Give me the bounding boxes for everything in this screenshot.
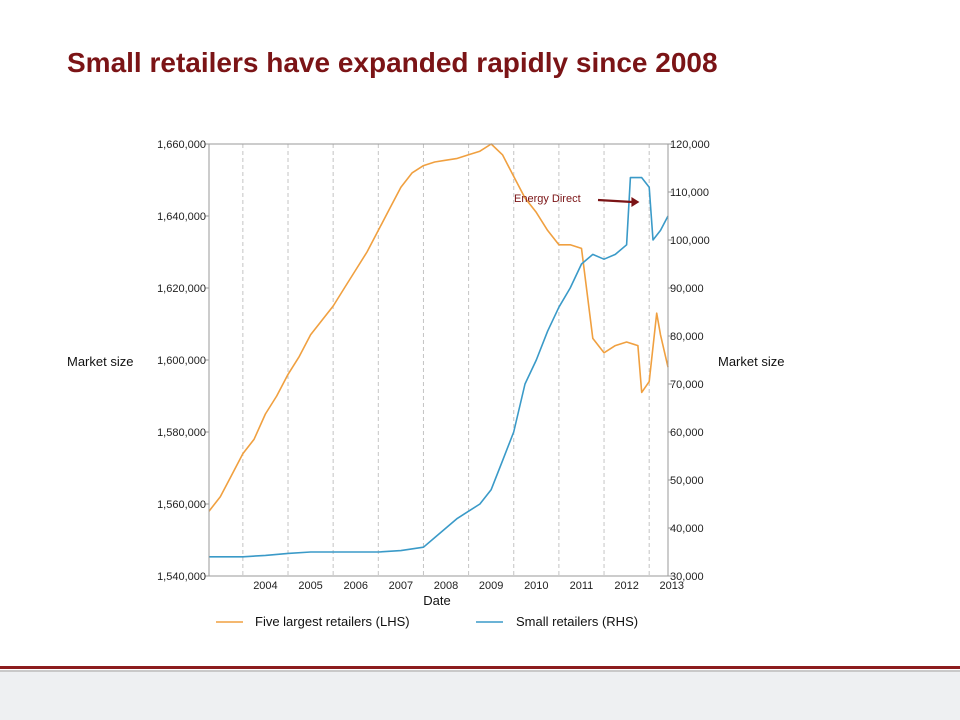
plot-frame — [208, 143, 669, 577]
annotation-arrow-shaft — [597, 198, 633, 204]
right-tick-label: 70,000 — [670, 379, 704, 391]
left-axis-label: Market size — [67, 354, 133, 369]
x-tick-label: 2006 — [343, 580, 367, 592]
annotation-label: Energy Direct — [514, 193, 581, 205]
x-tick-label: 2007 — [389, 580, 413, 592]
right-y-axis: 30,000 40,000 50,000 60,000 70,000 80,000 90,0… — [668, 139, 710, 583]
five-largest-series-line — [208, 143, 669, 512]
left-tick-label: 1,640,000 — [157, 211, 206, 223]
right-tick-label: 30,000 — [670, 571, 704, 583]
left-tick-label: 1,600,000 — [157, 355, 206, 367]
x-tick-label: 2004 — [253, 580, 277, 592]
right-tick-label: 50,000 — [670, 475, 704, 487]
x-tick-label: 2010 — [524, 580, 548, 592]
energy-direct-annotation: Energy Direct — [514, 193, 640, 207]
right-tick-label: 80,000 — [670, 331, 704, 343]
x-tick-label: 2012 — [614, 580, 638, 592]
right-tick-label: 60,000 — [670, 427, 704, 439]
x-tick-label: 2008 — [434, 580, 458, 592]
small-retailers-series-line — [209, 176, 669, 558]
left-tick-label: 1,540,000 — [157, 571, 206, 583]
x-tick-label: 2009 — [479, 580, 503, 592]
footer-band — [0, 672, 960, 720]
left-y-axis: 1,540,000 1,560,000 1,580,000 1,600,000 1,62… — [157, 139, 209, 583]
chart-container: 1,540,000 1,560,000 1,580,000 1,600,000 1,62… — [60, 130, 820, 640]
right-tick-label: 90,000 — [670, 283, 704, 295]
dual-axis-line-chart: 1,540,000 1,560,000 1,580,000 1,600,000 1,62… — [67, 139, 784, 629]
series-lines — [208, 143, 669, 558]
right-tick-label: 40,000 — [670, 523, 704, 535]
left-tick-label: 1,580,000 — [157, 427, 206, 439]
footer-accent-line — [0, 666, 960, 669]
left-tick-label: 1,620,000 — [157, 283, 206, 295]
grid-lines — [242, 144, 650, 576]
x-tick-label: 2011 — [570, 580, 594, 592]
footer-divider — [0, 670, 960, 672]
legend-label-five-largest: Five largest retailers (LHS) — [255, 614, 410, 629]
x-tick-label: 2013 — [660, 580, 684, 592]
left-tick-label: 1,560,000 — [157, 499, 206, 511]
legend-label-small-retailers: Small retailers (RHS) — [516, 614, 638, 629]
annotation-arrow-head — [631, 197, 640, 207]
right-tick-label: 110,000 — [670, 187, 709, 199]
x-axis: 2004 2005 2006 2007 2008 2009 2010 2011 2012 2013 — [253, 580, 684, 592]
x-tick-label: 2005 — [298, 580, 322, 592]
slide-title: Small retailers have expanded rapidly si… — [67, 47, 718, 78]
right-axis-label: Market size — [718, 354, 784, 369]
right-tick-label: 100,000 — [670, 235, 710, 247]
right-tick-label: 120,000 — [670, 139, 710, 151]
x-axis-label: Date — [423, 593, 450, 608]
legend: Five largest retailers (LHS) Small retail… — [216, 614, 638, 629]
left-tick-label: 1,660,000 — [157, 139, 206, 151]
